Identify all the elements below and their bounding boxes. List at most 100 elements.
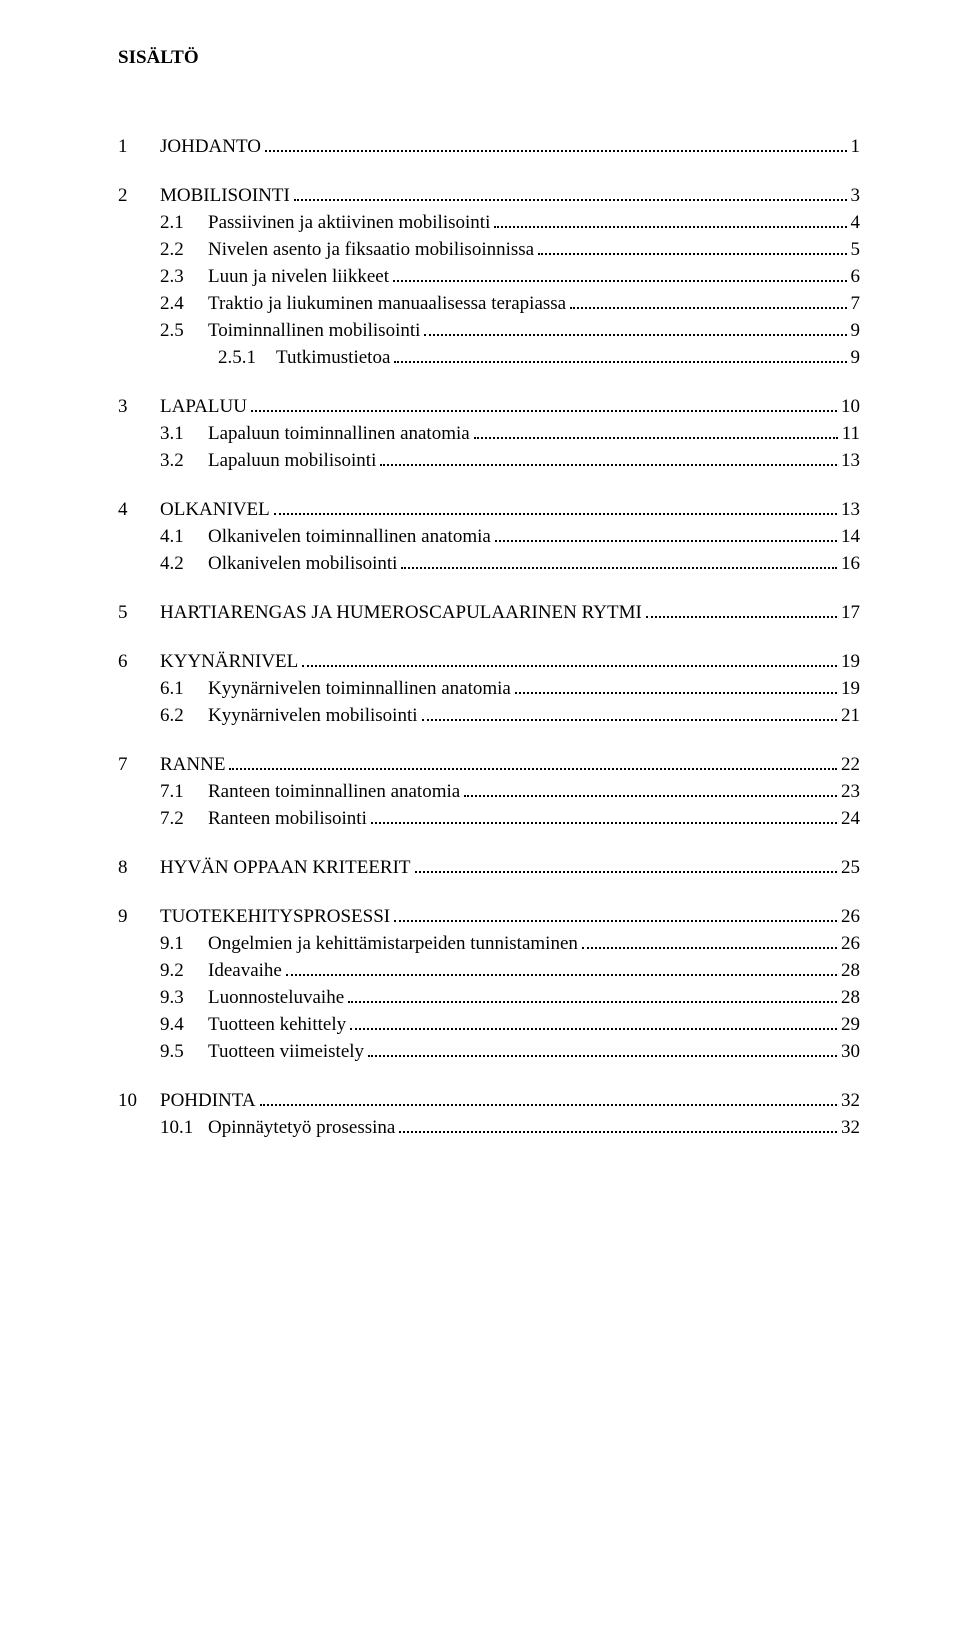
toc-entry-number: 10 <box>118 1091 160 1110</box>
toc-leader-dots <box>260 1092 837 1106</box>
toc-leader-dots <box>274 501 837 515</box>
toc-leader-dots <box>495 528 837 542</box>
toc-entry: 2.5.1Tutkimustietoa 9 <box>118 348 860 367</box>
toc-entry: 6KYYNÄRNIVEL19 <box>118 652 860 671</box>
toc-entry-page: 28 <box>841 961 860 980</box>
toc-entry-label: Kyynärnivelen mobilisointi <box>208 706 418 725</box>
toc-leader-dots <box>368 1043 837 1057</box>
toc-entry: 3.2Lapaluun mobilisointi13 <box>118 451 860 470</box>
toc-entry-number: 1 <box>118 137 160 156</box>
toc-entry-number: 6.2 <box>160 706 208 725</box>
toc-leader-dots <box>251 398 837 412</box>
table-of-contents: 1JOHDANTO1 2MOBILISOINTI3 2.1Passiivinen j… <box>118 137 860 1137</box>
toc-leader-dots <box>394 908 837 922</box>
toc-entry: 9.2Ideavaihe28 <box>118 961 860 980</box>
toc-entry-label: Ranteen toiminnallinen anatomia <box>208 782 460 801</box>
toc-entry-page: 16 <box>841 554 860 573</box>
toc-leader-dots <box>401 555 837 569</box>
toc-entry-page: 6 <box>851 267 861 286</box>
toc-entry-label: Opinnäytetyö prosessina <box>208 1118 395 1137</box>
toc-leader-dots <box>538 241 846 255</box>
toc-entry: 6.1Kyynärnivelen toiminnallinen anatomia… <box>118 679 860 698</box>
toc-entry-label: Passiivinen ja aktiivinen mobilisointi <box>208 213 490 232</box>
toc-entry-number: 9 <box>118 907 160 926</box>
toc-entry-page: 23 <box>841 782 860 801</box>
toc-leader-dots <box>371 810 837 824</box>
toc-entry-number: 3.2 <box>160 451 208 470</box>
toc-leader-dots <box>474 425 838 439</box>
toc-entry: 3LAPALUU10 <box>118 397 860 416</box>
toc-entry: 1JOHDANTO1 <box>118 137 860 156</box>
toc-entry-page: 10 <box>841 397 860 416</box>
toc-entry-page: 29 <box>841 1015 860 1034</box>
toc-entry-page: 28 <box>841 988 860 1007</box>
toc-entry-label: Lapaluun toiminnallinen anatomia <box>208 424 470 443</box>
toc-entry-number: 7.2 <box>160 809 208 828</box>
toc-entry-number: 9.3 <box>160 988 208 1007</box>
toc-entry: 2.2Nivelen asento ja fiksaatio mobilisoi… <box>118 240 860 259</box>
toc-entry-page: 22 <box>841 755 860 774</box>
toc-entry: 2.3Luun ja nivelen liikkeet 6 <box>118 267 860 286</box>
toc-entry: 4.1Olkanivelen toiminnallinen anatomia14 <box>118 527 860 546</box>
toc-entry-label: HYVÄN OPPAAN KRITEERIT <box>160 858 411 877</box>
toc-leader-dots <box>348 989 837 1003</box>
toc-entry-number: 5 <box>118 603 160 622</box>
toc-entry-page: 13 <box>841 500 860 519</box>
toc-entry-label: MOBILISOINTI <box>160 186 290 205</box>
toc-entry-page: 19 <box>841 679 860 698</box>
toc-entry: 9.4Tuotteen kehittely29 <box>118 1015 860 1034</box>
toc-leader-dots <box>229 756 837 770</box>
toc-entry-label: OLKANIVEL <box>160 500 270 519</box>
toc-leader-dots <box>570 295 846 309</box>
toc-leader-dots <box>515 680 837 694</box>
toc-entry-number: 3.1 <box>160 424 208 443</box>
toc-entry-number: 6.1 <box>160 679 208 698</box>
toc-entry-number: 9.5 <box>160 1042 208 1061</box>
toc-entry-label: Tuotteen viimeistely <box>208 1042 364 1061</box>
toc-entry: 10.1Opinnäytetyö prosessina 32 <box>118 1118 860 1137</box>
toc-leader-dots <box>582 935 837 949</box>
toc-entry: 2MOBILISOINTI3 <box>118 186 860 205</box>
toc-entry-page: 25 <box>841 858 860 877</box>
toc-entry-label: Olkanivelen toiminnallinen anatomia <box>208 527 491 546</box>
toc-entry-number: 4.1 <box>160 527 208 546</box>
toc-entry-page: 30 <box>841 1042 860 1061</box>
toc-entry: 9.5Tuotteen viimeistely 30 <box>118 1042 860 1061</box>
toc-entry-page: 17 <box>841 603 860 622</box>
toc-entry-number: 2.5.1 <box>218 348 276 367</box>
toc-entry-page: 13 <box>841 451 860 470</box>
toc-entry-label: LAPALUU <box>160 397 247 416</box>
toc-entry-number: 4 <box>118 500 160 519</box>
toc-entry-number: 7.1 <box>160 782 208 801</box>
toc-entry-page: 32 <box>841 1118 860 1137</box>
toc-entry: 9.1Ongelmien ja kehittämistarpeiden tunn… <box>118 934 860 953</box>
toc-entry: 2.4Traktio ja liukuminen manuaalisessa t… <box>118 294 860 313</box>
toc-leader-dots <box>646 604 837 618</box>
toc-entry: 6.2Kyynärnivelen mobilisointi21 <box>118 706 860 725</box>
toc-entry-page: 9 <box>851 321 861 340</box>
toc-entry-number: 10.1 <box>160 1118 208 1137</box>
toc-entry-label: Nivelen asento ja fiksaatio mobilisoinni… <box>208 240 534 259</box>
toc-entry-label: Luun ja nivelen liikkeet <box>208 267 389 286</box>
toc-entry-label: Traktio ja liukuminen manuaalisessa tera… <box>208 294 566 313</box>
toc-entry: 2.1Passiivinen ja aktiivinen mobilisoint… <box>118 213 860 232</box>
toc-entry-page: 7 <box>851 294 861 313</box>
toc-entry: 8HYVÄN OPPAAN KRITEERIT25 <box>118 858 860 877</box>
toc-entry: 5HARTIARENGAS JA HUMEROSCAPULAARINEN RYT… <box>118 603 860 622</box>
toc-entry-label: Tutkimustietoa <box>276 348 390 367</box>
toc-entry-number: 2 <box>118 186 160 205</box>
toc-entry-page: 4 <box>851 213 861 232</box>
toc-entry-label: Tuotteen kehittely <box>208 1015 346 1034</box>
toc-entry-page: 11 <box>842 424 860 443</box>
toc-entry-page: 9 <box>851 348 861 367</box>
toc-entry-number: 6 <box>118 652 160 671</box>
toc-entry-label: TUOTEKEHITYSPROSESSI <box>160 907 390 926</box>
toc-entry-label: KYYNÄRNIVEL <box>160 652 298 671</box>
toc-entry: 4OLKANIVEL 13 <box>118 500 860 519</box>
toc-entry-number: 2.2 <box>160 240 208 259</box>
toc-entry-number: 2.3 <box>160 267 208 286</box>
toc-leader-dots <box>294 187 847 201</box>
toc-entry: 9TUOTEKEHITYSPROSESSI26 <box>118 907 860 926</box>
toc-entry-number: 9.2 <box>160 961 208 980</box>
toc-entry-label: HARTIARENGAS JA HUMEROSCAPULAARINEN RYTM… <box>160 603 642 622</box>
